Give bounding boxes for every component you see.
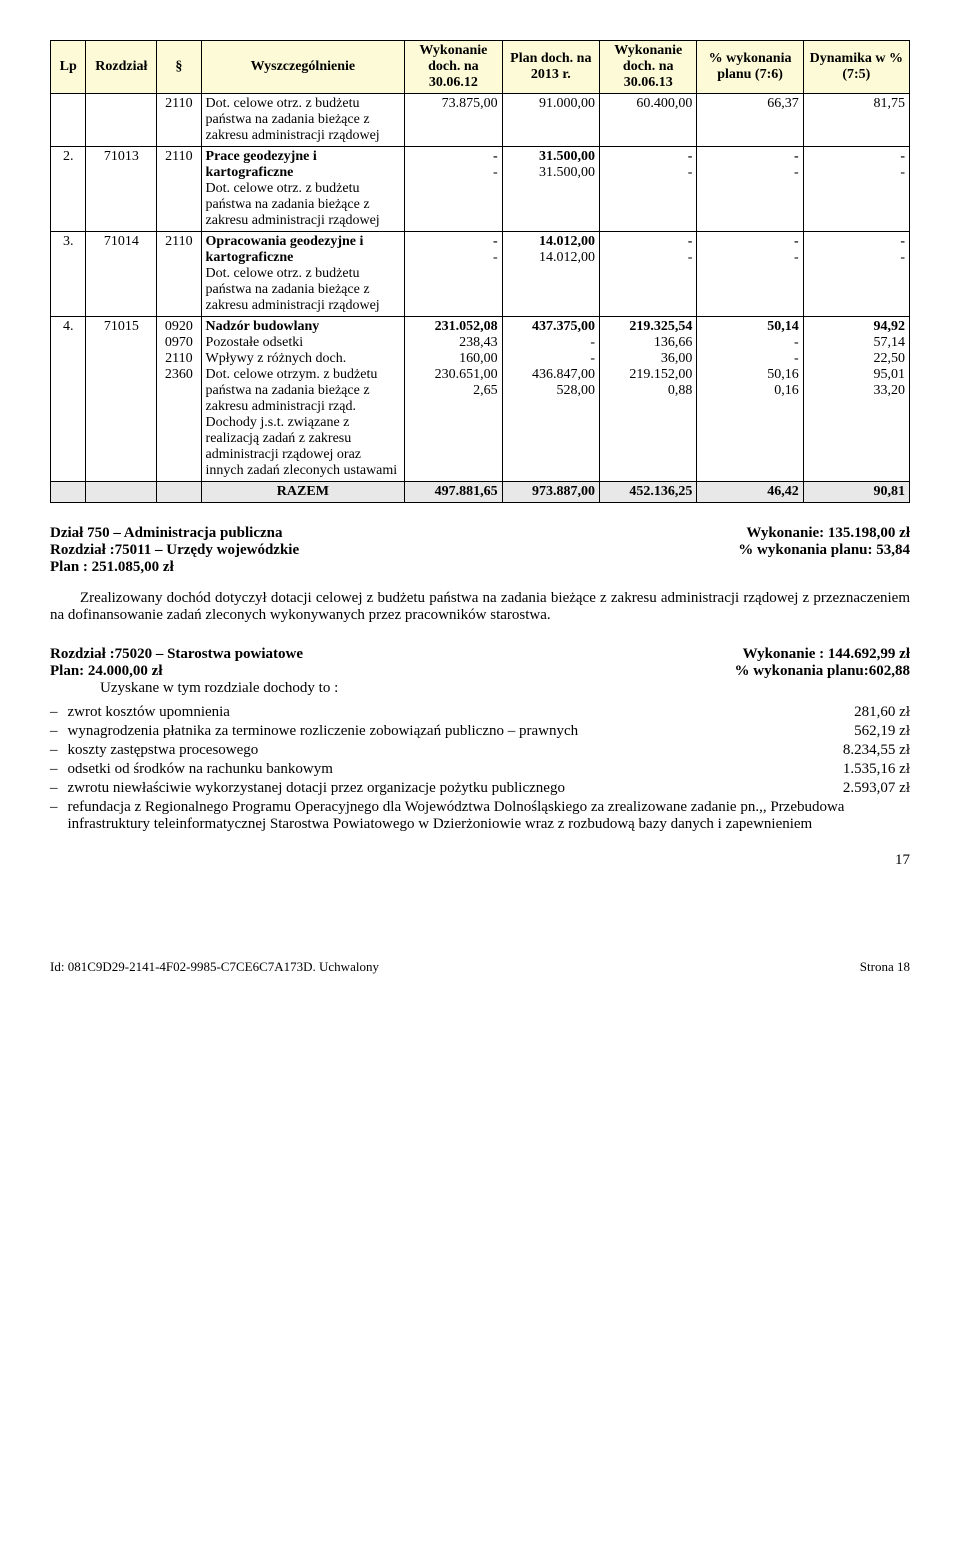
list-item: zwrot kosztów upomnienia281,60 zł — [50, 703, 910, 722]
list-item: zwrotu niewłaściwie wykorzystanej dotacj… — [50, 779, 910, 798]
table-row: 3.710142110Opracowania geodezyjne i kart… — [51, 232, 910, 317]
table-cell: 2. — [51, 147, 86, 232]
table-cell: 94,9257,1422,5095,0133,20 — [803, 317, 909, 482]
table-cell: 71015 — [86, 317, 157, 482]
list-item: koszty zastępstwa procesowego8.234,55 zł — [50, 741, 910, 760]
th-wyk-3012: Wykonanie doch. na 30.06.12 — [405, 41, 502, 94]
razem-c2: 973.887,00 — [502, 482, 599, 503]
th-wyszczegolnienie: Wyszczególnienie — [201, 41, 405, 94]
table-header-row: Lp Rozdział § Wyszczególnienie Wykonanie… — [51, 41, 910, 94]
table-cell: Opracowania geodezyjne i kartograficzneD… — [201, 232, 405, 317]
section-75011-title: Rozdział :75011 – Urzędy wojewódzkie — [50, 542, 299, 559]
section-75020-plan: Plan: 24.000,00 zł — [50, 663, 303, 680]
table-cell: -- — [803, 232, 909, 317]
table-cell: 71013 — [86, 147, 157, 232]
table-cell: 60.400,00 — [600, 94, 697, 147]
section-75020-header: Rozdział :75020 – Starostwa powiatowe Pl… — [50, 646, 910, 680]
table-cell: -- — [600, 147, 697, 232]
table-cell: 66,37 — [697, 94, 803, 147]
budget-table: Lp Rozdział § Wyszczególnienie Wykonanie… — [50, 40, 910, 503]
footer-page: Strona 18 — [860, 959, 910, 975]
table-cell: -- — [600, 232, 697, 317]
table-cell: 4. — [51, 317, 86, 482]
list-item: odsetki od środków na rachunku bankowym1… — [50, 760, 910, 779]
list-item-label: koszty zastępstwa procesowego — [68, 742, 833, 759]
table-cell: 231.052,08238,43160,00230.651,002,65 — [405, 317, 502, 482]
th-pct: % wykonania planu (7:6) — [697, 41, 803, 94]
footer-id: Id: 081C9D29-2141-4F02-9985-C7CE6C7A173D… — [50, 959, 379, 975]
section-75020-intro: Uzyskane w tym rozdziale dochody to : — [100, 680, 910, 697]
table-cell: 31.500,0031.500,00 — [502, 147, 599, 232]
list-item-label: odsetki od środków na rachunku bankowym — [68, 761, 833, 778]
table-row: 4.710150920097021102360Nadzór budowlanyP… — [51, 317, 910, 482]
section-750-title: Dział 750 – Administracja publiczna — [50, 525, 299, 542]
th-wyk-3013: Wykonanie doch. na 30.06.13 — [600, 41, 697, 94]
section-750-paragraph: Zrealizowany dochód dotyczył dotacji cel… — [50, 590, 910, 624]
th-par: § — [157, 41, 201, 94]
table-cell: 219.325,54136,6636,00219.152,000,88 — [600, 317, 697, 482]
table-cell — [51, 94, 86, 147]
table-cell: 73.875,00 — [405, 94, 502, 147]
table-cell: 437.375,00--436.847,00528,00 — [502, 317, 599, 482]
table-cell: 2110 — [157, 94, 201, 147]
income-list: zwrot kosztów upomnienia281,60 złwynagro… — [50, 703, 910, 834]
table-cell: 0920097021102360 — [157, 317, 201, 482]
section-75020-title: Rozdział :75020 – Starostwa powiatowe — [50, 646, 303, 663]
section-75011-wykonanie: Wykonanie: 135.198,00 zł — [738, 525, 910, 542]
footer: Id: 081C9D29-2141-4F02-9985-C7CE6C7A173D… — [50, 959, 910, 975]
list-item-value: 1.535,16 zł — [833, 761, 910, 778]
table-row-razem: RAZEM497.881,65973.887,00452.136,2546,42… — [51, 482, 910, 503]
razem-c3: 452.136,25 — [600, 482, 697, 503]
section-75011-pct: % wykonania planu: 53,84 — [738, 542, 910, 559]
table-cell: Dot. celowe otrz. z budżetu państwa na z… — [201, 94, 405, 147]
list-item-label: wynagrodzenia płatnika za terminowe rozl… — [68, 723, 845, 740]
list-item: refundacja z Regionalnego Programu Opera… — [50, 798, 910, 834]
table-row: 2110Dot. celowe otrz. z budżetu państwa … — [51, 94, 910, 147]
table-cell: 3. — [51, 232, 86, 317]
th-dyn: Dynamika w % (7:5) — [803, 41, 909, 94]
table-cell: -- — [405, 147, 502, 232]
table-cell: 91.000,00 — [502, 94, 599, 147]
razem-c4: 46,42 — [697, 482, 803, 503]
section-750-header: Dział 750 – Administracja publiczna Rozd… — [50, 525, 910, 576]
razem-label: RAZEM — [201, 482, 405, 503]
list-item-value: 281,60 zł — [844, 704, 910, 721]
section-75011-plan: Plan : 251.085,00 zł — [50, 559, 299, 576]
list-item: wynagrodzenia płatnika za terminowe rozl… — [50, 722, 910, 741]
table-cell: 2110 — [157, 232, 201, 317]
table-cell: 50,14--50,160,16 — [697, 317, 803, 482]
list-item-value: 2.593,07 zł — [833, 780, 910, 797]
th-plan-2013: Plan doch. na 2013 r. — [502, 41, 599, 94]
list-item-label: zwrotu niewłaściwie wykorzystanej dotacj… — [68, 780, 833, 797]
table-cell: -- — [803, 147, 909, 232]
table-cell: 71014 — [86, 232, 157, 317]
razem-c1: 497.881,65 — [405, 482, 502, 503]
table-cell — [86, 94, 157, 147]
list-item-label: zwrot kosztów upomnienia — [68, 704, 845, 721]
table-cell: -- — [697, 232, 803, 317]
th-rozdzial: Rozdział — [86, 41, 157, 94]
razem-c5: 90,81 — [803, 482, 909, 503]
section-75020-wykonanie: Wykonanie : 144.692,99 zł — [735, 646, 910, 663]
list-item-label: refundacja z Regionalnego Programu Opera… — [68, 799, 901, 833]
table-cell: Prace geodezyjne i kartograficzneDot. ce… — [201, 147, 405, 232]
table-cell: -- — [405, 232, 502, 317]
list-item-value: 562,19 zł — [844, 723, 910, 740]
table-cell: 2110 — [157, 147, 201, 232]
table-cell: 81,75 — [803, 94, 909, 147]
th-lp: Lp — [51, 41, 86, 94]
table-cell: -- — [697, 147, 803, 232]
list-item-value: 8.234,55 zł — [833, 742, 910, 759]
table-cell: Nadzór budowlanyPozostałe odsetkiWpływy … — [201, 317, 405, 482]
section-75020-pct: % wykonania planu:602,88 — [735, 663, 910, 680]
table-row: 2.710132110Prace geodezyjne i kartografi… — [51, 147, 910, 232]
table-cell: 14.012,0014.012,00 — [502, 232, 599, 317]
page-number: 17 — [50, 852, 910, 869]
